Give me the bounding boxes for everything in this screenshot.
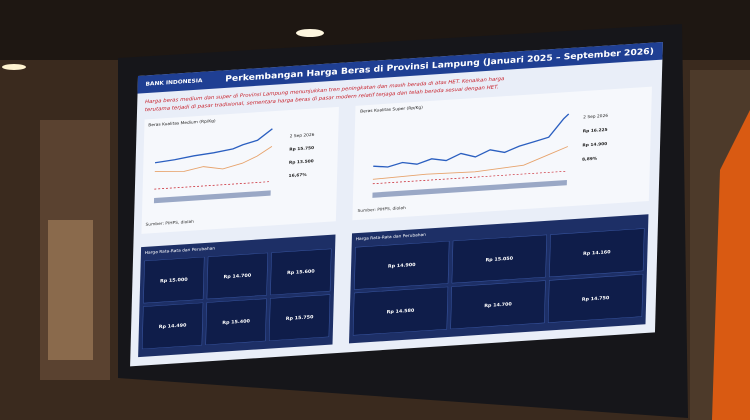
tile <box>268 294 331 341</box>
header-bar <box>137 41 663 94</box>
tile-value: Rp 14.160 <box>583 249 611 256</box>
source: Sumber: PIHPS, diolah <box>146 219 195 227</box>
tile-value: Rp 14.700 <box>223 273 251 280</box>
stat: Rp 13.500 <box>289 158 314 164</box>
slider <box>372 179 567 198</box>
tile-value: Rp 14.900 <box>388 262 416 269</box>
tile <box>354 240 450 290</box>
tile <box>549 228 645 278</box>
panel-title: Beras Kualitas Super (Rp/Kg) <box>360 105 423 114</box>
logo: BANK INDONESIA <box>145 78 203 87</box>
line-decor <box>373 113 570 168</box>
tile <box>141 302 204 350</box>
stat: Rp 16.225 <box>583 127 608 133</box>
tile-value: Rp 14.490 <box>159 323 187 330</box>
stat-date: 2 Sep 2026 <box>290 132 315 138</box>
screen: BANK INDONESIA Perkembangan Harga Beras … <box>130 41 663 367</box>
ceiling-light <box>2 64 26 70</box>
line-decor <box>154 146 273 172</box>
tile-value: Rp 15.600 <box>287 269 315 276</box>
panel-title: Beras Kualitas Medium (Rp/Kg) <box>148 118 216 127</box>
tile-value: Rp 15.400 <box>222 318 250 325</box>
tile <box>270 248 332 296</box>
tile-value: Rp 15.750 <box>286 314 314 321</box>
tile-value: Rp 14.750 <box>582 295 610 302</box>
tile <box>206 252 268 300</box>
shelf-inner <box>48 220 93 360</box>
tile-value: Rp 15.050 <box>485 256 513 263</box>
ceiling-light <box>296 29 324 37</box>
line-decor <box>154 128 273 164</box>
tile-value: Rp 14.700 <box>484 302 512 309</box>
tile <box>451 234 547 284</box>
tile <box>143 256 205 304</box>
stat: Rp 14.900 <box>582 141 607 147</box>
table-title: Harga Rata-Rata dan Perubahan <box>145 246 216 255</box>
table-title: Harga Rata-Rata dan Perubahan <box>356 232 427 241</box>
het-line <box>372 170 568 185</box>
stat: Rp 15.750 <box>289 145 314 151</box>
line-decor <box>372 146 569 180</box>
stat-date: 2 Sep 2026 <box>583 113 608 119</box>
source: Sumber: PIHPS, diolah <box>357 205 406 213</box>
flag <box>712 110 750 420</box>
tile-value: Rp 15.000 <box>160 277 188 284</box>
tile <box>352 286 449 336</box>
tile <box>450 280 546 330</box>
tile-value: Rp 14.580 <box>387 308 415 315</box>
tile <box>205 298 267 346</box>
panel <box>141 106 339 234</box>
stat: 8,89% <box>582 156 598 162</box>
panel <box>352 86 652 221</box>
stat: 16,67% <box>289 172 308 178</box>
slider <box>153 190 271 204</box>
tile <box>547 274 644 323</box>
